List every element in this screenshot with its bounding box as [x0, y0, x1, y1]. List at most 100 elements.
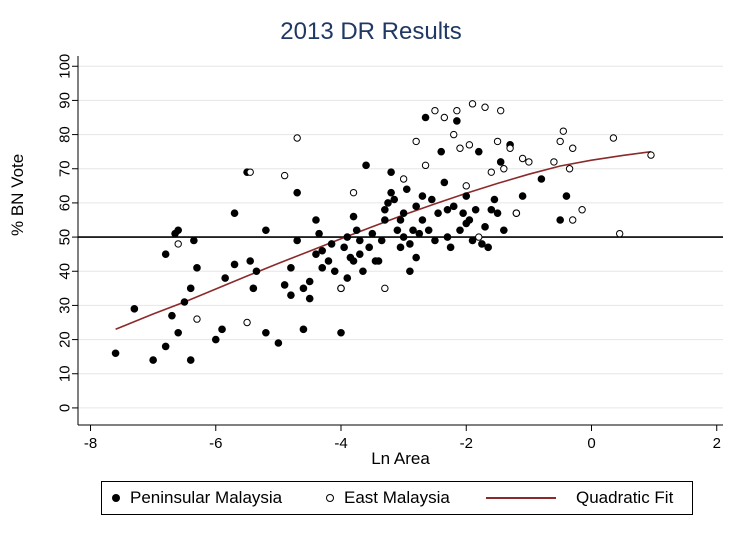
point-peninsular-25 — [262, 328, 270, 337]
point-east-35 — [569, 216, 577, 224]
point-east-34 — [569, 144, 577, 152]
y-tick-label-100: 100 — [57, 54, 74, 79]
point-peninsular-54 — [359, 267, 367, 276]
point-peninsular-37 — [315, 229, 323, 238]
point-peninsular-83 — [428, 195, 436, 204]
point-east-8 — [381, 284, 389, 293]
point-peninsular-40 — [324, 257, 333, 265]
point-peninsular-98 — [468, 236, 477, 245]
line-icon — [486, 497, 556, 499]
point-east-28 — [518, 154, 527, 163]
point-east-15 — [453, 106, 461, 115]
point-peninsular-12 — [218, 325, 226, 334]
point-peninsular-74 — [406, 267, 414, 276]
point-peninsular-101 — [478, 240, 486, 248]
axes — [72, 56, 723, 431]
point-peninsular-47 — [343, 274, 352, 282]
legend-label-east: East Malaysia — [344, 488, 450, 507]
point-peninsular-71 — [399, 209, 408, 217]
point-peninsular-62 — [381, 205, 389, 214]
point-peninsular-77 — [412, 253, 420, 262]
point-peninsular-69 — [396, 216, 405, 224]
point-peninsular-61 — [381, 216, 389, 224]
point-peninsular-111 — [518, 192, 527, 200]
point-peninsular-89 — [443, 205, 452, 214]
point-peninsular-97 — [465, 216, 474, 224]
y-tick-label-70: 70 — [57, 160, 74, 177]
point-east-36 — [578, 206, 586, 214]
point-peninsular-103 — [484, 243, 492, 252]
hollow-circle-icon — [326, 494, 334, 502]
point-east-33 — [565, 165, 574, 173]
point-peninsular-102 — [481, 223, 489, 231]
point-east-7 — [349, 188, 358, 197]
x-tick-label--4: -4 — [334, 435, 347, 452]
y-tick-label-80: 80 — [57, 126, 74, 143]
point-peninsular-87 — [440, 178, 449, 187]
point-east-12 — [431, 106, 439, 115]
point-peninsular-55 — [362, 161, 370, 170]
tick-labels: 0 10 20 30 40 50 60 70 80 90 100 -8 -6 -4 -2 0 2 — [57, 54, 721, 452]
point-peninsular-18 — [230, 209, 239, 217]
point-east-27 — [512, 209, 521, 217]
y-tick-label-90: 90 — [57, 92, 74, 109]
y-tick-label-50: 50 — [57, 229, 74, 246]
point-peninsular-10 — [193, 264, 201, 272]
x-tick-label--2: -2 — [460, 435, 473, 452]
point-east-19 — [468, 100, 477, 108]
point-peninsular-100 — [474, 147, 483, 156]
point-peninsular-68 — [396, 243, 405, 252]
point-east-17 — [462, 182, 470, 190]
point-peninsular-1 — [130, 305, 139, 313]
point-peninsular-5 — [174, 328, 182, 337]
gridlines — [78, 65, 723, 409]
legend-label-peninsular: Peninsular Malaysia — [130, 488, 283, 507]
y-tick-label-30: 30 — [57, 297, 74, 314]
point-peninsular-81 — [421, 113, 430, 122]
point-peninsular-59 — [374, 257, 383, 265]
point-peninsular-6 — [180, 298, 189, 306]
point-peninsular-73 — [406, 240, 414, 248]
point-peninsular-79 — [418, 216, 427, 224]
point-peninsular-91 — [449, 202, 458, 211]
x-tick-label-2: 2 — [713, 435, 721, 452]
y-tick-label-10: 10 — [57, 365, 74, 382]
point-east-4 — [280, 171, 289, 180]
point-east-0 — [174, 240, 182, 248]
point-peninsular-56 — [365, 243, 373, 252]
point-peninsular-0 — [111, 349, 120, 358]
point-east-23 — [493, 137, 502, 146]
point-peninsular-105 — [490, 195, 499, 204]
y-tick-label-60: 60 — [57, 195, 74, 212]
point-east-9 — [399, 175, 408, 183]
y-axis-label: % BN Vote — [8, 153, 27, 236]
point-peninsular-67 — [393, 226, 402, 235]
point-peninsular-34 — [305, 277, 314, 286]
point-peninsular-45 — [340, 243, 348, 252]
point-peninsular-31 — [299, 325, 308, 334]
point-peninsular-65 — [387, 168, 395, 176]
point-peninsular-24 — [274, 339, 283, 347]
legend: Peninsular Malaysia East Malaysia Quadra… — [101, 481, 693, 515]
point-peninsular-35 — [312, 250, 320, 258]
point-peninsular-20 — [246, 257, 255, 265]
point-east-39 — [647, 151, 655, 159]
point-east-29 — [525, 158, 533, 166]
point-east-32 — [559, 127, 568, 135]
point-peninsular-23 — [262, 226, 270, 235]
point-peninsular-60 — [377, 236, 386, 245]
point-peninsular-9 — [190, 236, 198, 245]
point-peninsular-33 — [305, 294, 314, 303]
point-peninsular-113 — [556, 216, 564, 224]
point-peninsular-29 — [293, 236, 301, 245]
point-peninsular-36 — [312, 216, 320, 224]
legend-item-fit: Quadratic Fit — [486, 488, 673, 508]
point-peninsular-84 — [431, 236, 439, 245]
point-peninsular-27 — [287, 291, 295, 299]
point-peninsular-26 — [280, 281, 289, 289]
point-peninsular-14 — [230, 260, 239, 269]
point-peninsular-104 — [487, 205, 496, 214]
point-east-18 — [465, 141, 474, 149]
point-peninsular-15 — [161, 250, 170, 258]
